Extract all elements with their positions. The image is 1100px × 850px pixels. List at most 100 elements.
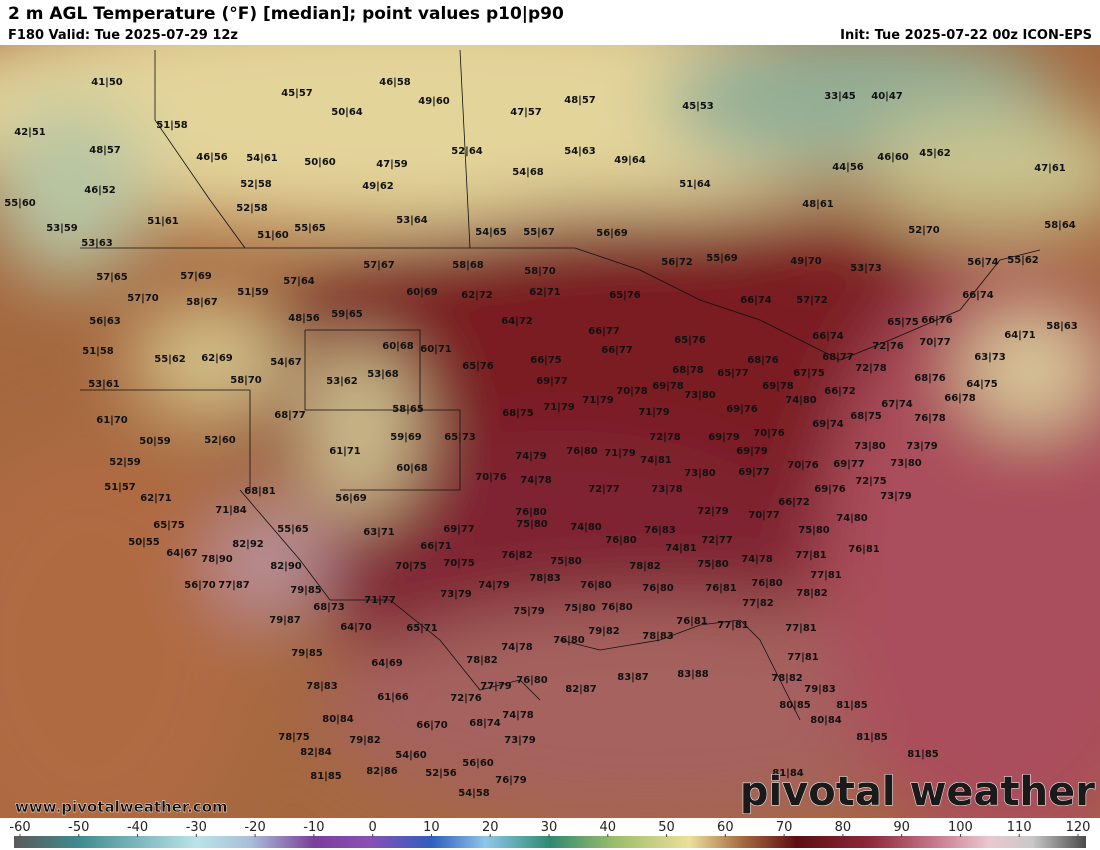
point-value: 46|52 xyxy=(84,185,116,196)
point-value: 55|67 xyxy=(523,227,555,238)
point-value: 58|70 xyxy=(230,375,262,386)
title: 2 m AGL Temperature (°F) [median]; point… xyxy=(8,4,564,24)
point-value: 80|84 xyxy=(322,714,354,725)
point-value: 72|77 xyxy=(701,535,733,546)
point-value: 82|90 xyxy=(270,561,302,572)
point-value: 57|69 xyxy=(180,271,212,282)
point-value: 72|79 xyxy=(697,506,729,517)
point-value: 78|90 xyxy=(201,554,233,565)
point-value: 60|71 xyxy=(420,344,452,355)
point-value: 63|71 xyxy=(363,527,395,538)
point-value: 66|72 xyxy=(778,497,810,508)
watermark-url: www.pivotalweather.com xyxy=(15,798,228,816)
point-value: 76|80 xyxy=(751,578,783,589)
point-value: 60|68 xyxy=(382,341,414,352)
point-value: 33|45 xyxy=(824,91,856,102)
point-value: 49|70 xyxy=(790,256,822,267)
point-value: 55|62 xyxy=(154,354,186,365)
point-value: 65|71 xyxy=(406,623,438,634)
point-value: 51|60 xyxy=(257,230,289,241)
point-value: 58|67 xyxy=(186,297,218,308)
point-value: 70|77 xyxy=(748,510,780,521)
point-value: 65|76 xyxy=(462,361,494,372)
point-value: 66|74 xyxy=(812,331,844,342)
valid-time: F180 Valid: Tue 2025-07-29 12z xyxy=(8,28,238,43)
point-value: 75|80 xyxy=(550,556,582,567)
point-value: 61|70 xyxy=(96,415,128,426)
point-value: 70|77 xyxy=(919,337,951,348)
point-value: 59|65 xyxy=(331,309,363,320)
point-value: 80|85 xyxy=(779,700,811,711)
point-value: 47|59 xyxy=(376,159,408,170)
point-value: 76|81 xyxy=(705,583,737,594)
point-value: 69|78 xyxy=(652,381,684,392)
point-value: 76|79 xyxy=(495,775,527,786)
point-value: 55|65 xyxy=(277,524,309,535)
colorbar-gradient xyxy=(14,836,1086,848)
point-value: 69|77 xyxy=(738,467,770,478)
point-value: 69|79 xyxy=(708,432,740,443)
colorbar-tick-label: 10 xyxy=(423,820,440,835)
point-value: 74|80 xyxy=(836,513,868,524)
point-value: 48|56 xyxy=(288,313,320,324)
point-value: 67|75 xyxy=(793,368,825,379)
point-value: 77|81 xyxy=(787,652,819,663)
point-value: 74|79 xyxy=(515,451,547,462)
point-value: 74|81 xyxy=(665,543,697,554)
point-value: 79|87 xyxy=(269,615,301,626)
point-value: 47|61 xyxy=(1034,163,1066,174)
point-value: 59|69 xyxy=(390,432,422,443)
point-value: 76|78 xyxy=(914,413,946,424)
point-value: 65|76 xyxy=(674,335,706,346)
point-value: 81|85 xyxy=(907,749,939,760)
colorbar-tick-label: 80 xyxy=(835,820,852,835)
point-value: 77|87 xyxy=(218,580,250,591)
colorbar-tick-label: 90 xyxy=(893,820,910,835)
point-value: 58|64 xyxy=(1044,220,1076,231)
point-value: 81|85 xyxy=(836,700,868,711)
colorbar-tick-label: -10 xyxy=(303,820,324,835)
point-value: 52|60 xyxy=(204,435,236,446)
point-value: 66|72 xyxy=(824,386,856,397)
point-value: 64|70 xyxy=(340,622,372,633)
point-value: 65|76 xyxy=(609,290,641,301)
point-value: 69|77 xyxy=(443,524,475,535)
point-value: 77|79 xyxy=(480,681,512,692)
point-value: 48|57 xyxy=(89,145,121,156)
point-value: 76|80 xyxy=(605,535,637,546)
point-value: 53|73 xyxy=(850,263,882,274)
point-value: 62|71 xyxy=(140,493,172,504)
point-value: 66|74 xyxy=(962,290,994,301)
point-value: 71|79 xyxy=(582,395,614,406)
point-value: 48|57 xyxy=(564,95,596,106)
point-value: 50|64 xyxy=(331,107,363,118)
point-value: 68|75 xyxy=(502,408,534,419)
point-value: 53|62 xyxy=(326,376,358,387)
point-value: 72|75 xyxy=(855,476,887,487)
colorbar-tick-label: 70 xyxy=(776,820,793,835)
point-value: 77|82 xyxy=(742,598,774,609)
point-value: 74|78 xyxy=(520,475,552,486)
point-value: 76|80 xyxy=(516,675,548,686)
point-value: 78|83 xyxy=(529,573,561,584)
point-value: 69|74 xyxy=(812,419,844,430)
point-value: 45|57 xyxy=(281,88,313,99)
colorbar-tick-label: 100 xyxy=(948,820,973,835)
point-value: 69|76 xyxy=(814,484,846,495)
point-value: 46|60 xyxy=(877,152,909,163)
point-value: 77|81 xyxy=(785,623,817,634)
point-value: 78|82 xyxy=(466,655,498,666)
point-value: 78|82 xyxy=(629,561,661,572)
point-value: 55|62 xyxy=(1007,255,1039,266)
point-value: 73|78 xyxy=(651,484,683,495)
point-value: 66|74 xyxy=(740,295,772,306)
point-value: 69|78 xyxy=(762,381,794,392)
point-value: 79|85 xyxy=(291,648,323,659)
point-value: 77|81 xyxy=(810,570,842,581)
point-value: 78|82 xyxy=(771,673,803,684)
point-value: 78|82 xyxy=(796,588,828,599)
point-value: 62|72 xyxy=(461,290,493,301)
point-value: 50|55 xyxy=(128,537,160,548)
point-value: 83|88 xyxy=(677,669,709,680)
